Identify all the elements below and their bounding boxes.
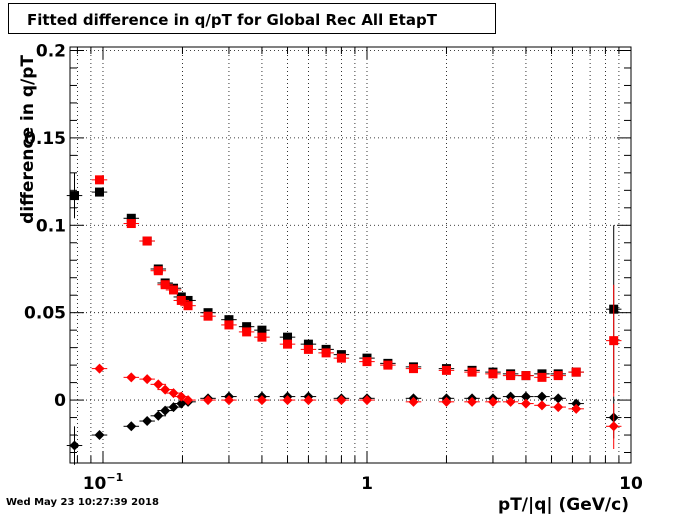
data-marker-square (94, 175, 104, 185)
x-tick-label: 1 (361, 474, 373, 494)
data-marker-diamond (126, 372, 137, 383)
x-tick-label-base: 10 (83, 474, 107, 494)
data-marker-square (441, 365, 451, 375)
data-marker-diamond (303, 395, 314, 406)
data-marker-square (321, 348, 331, 358)
data-marker-square (257, 332, 267, 342)
chart-title: Fitted difference in q/pT for Global Rec… (27, 11, 437, 29)
data-marker-diamond (408, 396, 419, 407)
data-marker-square (224, 320, 234, 330)
data-marker-square (69, 191, 79, 201)
data-marker-square (224, 315, 234, 325)
y-axis-title: difference in q/pT (18, 55, 38, 224)
data-marker-diamond (160, 405, 171, 416)
y-tick-label: 0.15 (24, 129, 66, 149)
label-layer: 00.050.10.150.210−1 1 10 (24, 41, 643, 494)
data-marker-square (488, 369, 498, 379)
data-marker-square (142, 236, 152, 246)
x-tick-label-exponent: −1 (106, 471, 123, 484)
data-marker-diamond (520, 391, 531, 402)
y-tick-label: 0.05 (24, 304, 66, 324)
data-marker-square (609, 336, 619, 346)
data-marker-diamond (608, 421, 619, 432)
y-tick-label: 0.2 (36, 41, 66, 61)
data-marker-diamond (487, 396, 498, 407)
data-marker-diamond (183, 395, 194, 406)
data-marker-square (283, 339, 293, 349)
data-marker-diamond (536, 391, 547, 402)
data-marker-diamond (126, 421, 137, 432)
data-marker-square (160, 280, 170, 290)
data-marker-square (571, 367, 581, 377)
data-marker-diamond (571, 398, 582, 409)
data-marker-square (336, 353, 346, 363)
data-marker-diamond (553, 402, 564, 413)
data-marker-diamond (282, 395, 293, 406)
data-marker-diamond (441, 396, 452, 407)
data-marker-diamond (336, 395, 347, 406)
data-marker-square (362, 357, 372, 367)
data-marker-square (383, 360, 393, 370)
data-marker-diamond (223, 395, 234, 406)
data-marker-square (537, 372, 547, 382)
data-marker-square (176, 295, 186, 305)
timestamp-label: Wed May 23 10:27:39 2018 (6, 497, 159, 508)
data-marker-diamond (256, 395, 267, 406)
data-marker-diamond (142, 416, 153, 427)
grid-layer (70, 47, 632, 463)
plot-frame (69, 46, 632, 464)
data-marker-diamond (505, 396, 516, 407)
data-marker-diamond (69, 440, 80, 451)
axis-layer (69, 46, 632, 464)
data-marker-square (242, 322, 252, 332)
data-marker-diamond (536, 400, 547, 411)
data-marker-diamond (467, 396, 478, 407)
data-marker-diamond (94, 363, 105, 374)
data-marker-diamond (520, 398, 531, 409)
data-marker-square (257, 325, 267, 335)
data-marker-square (126, 219, 136, 229)
data-marker-diamond (94, 430, 105, 441)
data-marker-diamond (505, 391, 516, 402)
data-marker-diamond (176, 391, 187, 402)
data-marker-diamond (553, 393, 564, 404)
y-tick-label: 0 (54, 391, 66, 411)
data-marker-square (506, 371, 516, 381)
x-tick-label-base: 10 (619, 474, 643, 494)
data-marker-square (203, 311, 213, 321)
data-marker-square (408, 364, 418, 374)
chart-title-box: Fitted difference in q/pT for Global Rec… (8, 3, 496, 34)
data-marker-square (183, 301, 193, 311)
x-tick-label-base: 1 (361, 474, 373, 494)
data-marker-diamond (160, 384, 171, 395)
data-marker-diamond (203, 395, 214, 406)
data-marker-diamond (168, 388, 179, 399)
data-marker-square (521, 371, 531, 381)
data-marker-square (153, 266, 163, 276)
data-marker-diamond (153, 379, 164, 390)
data-marker-square (242, 327, 252, 337)
data-marker-square (169, 285, 179, 295)
data-marker-square (467, 367, 477, 377)
data-marker-square (553, 371, 563, 381)
marks-layer (66, 172, 622, 465)
y-tick-label: 0.1 (36, 216, 66, 236)
data-marker-square (94, 187, 104, 197)
data-marker-square (303, 339, 313, 349)
data-marker-square (303, 344, 313, 354)
data-marker-square (283, 332, 293, 342)
x-tick-label: 10−1 (83, 471, 124, 494)
x-axis-title: pT/|q| (GeV/c) (498, 495, 629, 514)
data-marker-square (126, 213, 136, 223)
data-marker-diamond (153, 410, 164, 421)
data-marker-diamond (361, 395, 372, 406)
data-marker-diamond (571, 403, 582, 414)
x-tick-label: 10 (619, 474, 643, 494)
data-marker-diamond (142, 374, 153, 385)
data-marker-diamond (168, 402, 179, 413)
